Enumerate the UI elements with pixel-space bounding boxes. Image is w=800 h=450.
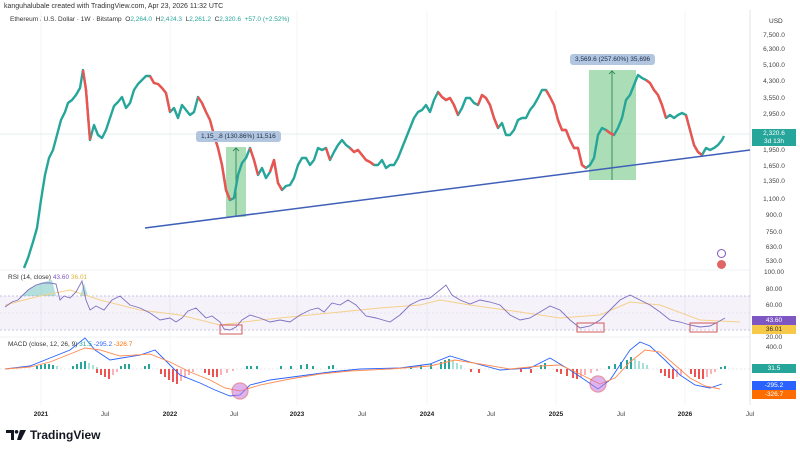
price-tick: 3,550.0 — [763, 95, 785, 102]
price-tick: 750.0 — [765, 229, 783, 236]
alert-icon[interactable] — [717, 249, 726, 258]
rsi-highlight-2025 — [576, 322, 605, 333]
flag-icon[interactable] — [717, 260, 726, 269]
rsi-tick: 80.00 — [765, 286, 783, 293]
time-tick: 2026 — [677, 411, 693, 418]
time-tick: Jul — [616, 411, 626, 418]
rsi-title: RSI (14, close) 43.60 36.01 — [8, 274, 88, 281]
price-tick: 1,950.0 — [763, 147, 785, 154]
time-tick: Jul — [229, 411, 239, 418]
time-tick: 2024 — [419, 411, 435, 418]
symbol-name: Ethereum / U.S. Dollar · 1W · Bitstamp — [10, 16, 122, 23]
price-tick: 1,100.0 — [763, 196, 785, 203]
macd-tag: -295.2 — [752, 381, 796, 390]
macd-signal-tag: -326.7 — [752, 390, 796, 399]
symbol-legend: Ethereum / U.S. Dollar · 1W · Bitstamp O… — [10, 16, 290, 23]
time-tick: Jul — [486, 411, 496, 418]
tradingview-logo-icon — [6, 430, 26, 440]
currency-label: USD — [769, 18, 783, 25]
price-tick: 530.0 — [765, 258, 783, 265]
macd-cross-2025 — [589, 375, 607, 393]
change-value: +57.0 (+2.52%) — [244, 16, 290, 23]
price-candles — [22, 68, 726, 269]
bar-countdown: 3d 13h — [764, 138, 784, 145]
rsi-highlight-2022 — [219, 324, 243, 335]
price-tick: 1,350.0 — [763, 178, 785, 185]
price-tick: 5,100.0 — [763, 62, 785, 69]
price-tick: 900.0 — [765, 212, 783, 219]
rsi-tick: 100.00 — [764, 269, 784, 276]
time-tick: Jul — [745, 411, 755, 418]
price-tick: 1,650.0 — [763, 163, 785, 170]
price-tick: 2,950.0 — [763, 111, 785, 118]
macd-hist-value: 31.5 — [79, 341, 92, 348]
current-price-tag: 2,320.6 3d 13h — [752, 129, 796, 146]
price-tick: 6,300.0 — [763, 46, 785, 53]
measure-label-2025: 3,569.6 (257.60%) 35,696 — [570, 54, 656, 65]
macd-signal-value: -326.7 — [113, 341, 133, 348]
macd-value: -295.2 — [93, 341, 113, 348]
measure-label-2022: 1,15_.8 (130.86%) 11,516 — [196, 131, 281, 142]
close-value: 2,320.6 — [219, 16, 241, 23]
high-value: 2,424.3 — [160, 16, 183, 23]
rsi-value: 43.60 — [52, 274, 70, 281]
time-tick: Jul — [100, 411, 110, 418]
time-tick: Jul — [357, 411, 367, 418]
open-value: 2,264.0 — [130, 16, 152, 23]
time-tick: 2023 — [289, 411, 305, 418]
time-tick: 2021 — [33, 411, 49, 418]
measure-box-2025 — [589, 70, 636, 180]
tradingview-logo: TradingView — [6, 428, 100, 442]
rsi-tick: 20.00 — [765, 334, 783, 341]
macd-cross-2022 — [231, 382, 249, 400]
rsi-value-tag: 43.60 — [752, 316, 796, 325]
price-tick: 630.0 — [765, 244, 783, 251]
chart-credit: kanguhalubale created with TradingView.c… — [4, 3, 224, 10]
macd-title: MACD (close, 12, 26, 9) 31.5 -295.2 -326… — [8, 341, 133, 348]
low-value: 2,261.2 — [189, 16, 211, 23]
time-tick: 2022 — [162, 411, 178, 418]
rsi-highlight-2026 — [689, 322, 718, 333]
rsi-ma-tag: 36.01 — [752, 325, 796, 334]
rsi-ma-value: 36.01 — [70, 274, 88, 281]
ascending-trendline — [144, 149, 751, 229]
price-tick: 7,500.0 — [763, 32, 785, 39]
price-tick: 4,300.0 — [763, 78, 785, 85]
rsi-tick: 60.00 — [765, 302, 783, 309]
time-tick: 2025 — [548, 411, 564, 418]
macd-hist-tag: 31.5 — [752, 364, 796, 373]
macd-tick: 400.0 — [765, 344, 783, 351]
